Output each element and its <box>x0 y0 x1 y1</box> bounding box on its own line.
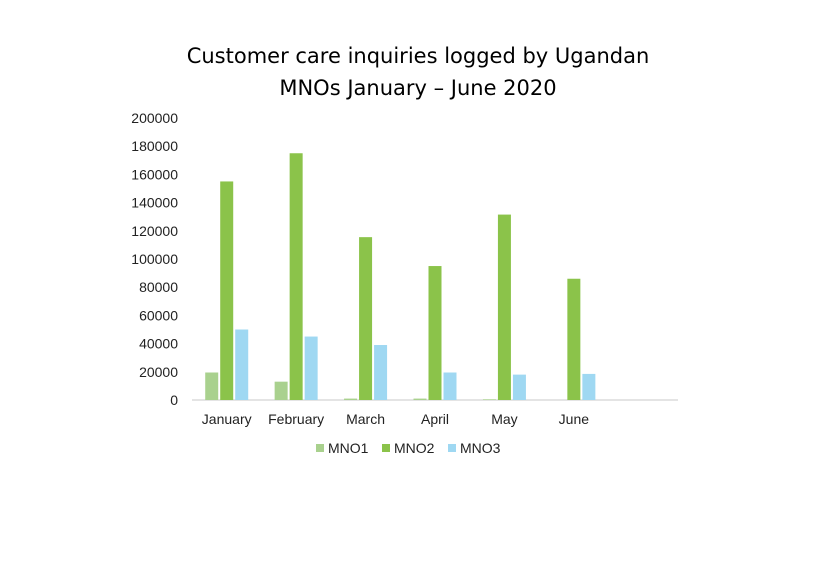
y-tick-label: 60000 <box>139 307 178 323</box>
y-tick-label: 20000 <box>139 364 178 380</box>
bar-mno1 <box>274 381 288 400</box>
legend-label-mno1: MNO1 <box>328 440 369 456</box>
bar-mno2 <box>289 153 303 400</box>
y-tick-label: 120000 <box>131 223 178 239</box>
x-tick-label: June <box>559 411 590 427</box>
bar-mno3 <box>304 336 318 400</box>
legend-swatch-mno3 <box>448 444 456 452</box>
bar-mno1 <box>413 398 427 400</box>
bar-mno2 <box>220 181 234 400</box>
y-tick-label: 200000 <box>131 110 178 126</box>
bar-mno2 <box>359 237 373 400</box>
legend-swatch-mno2 <box>382 444 390 452</box>
chart-title-line-1: Customer care inquiries logged by Uganda… <box>186 44 650 68</box>
legend-label-mno3: MNO3 <box>460 440 501 456</box>
x-tick-label: February <box>268 411 324 427</box>
bar-mno3 <box>512 374 526 400</box>
bar-mno3 <box>582 373 596 400</box>
chart-title-line-2: MNOs January – June 2020 <box>279 76 557 100</box>
legend-swatch-mno1 <box>316 444 324 452</box>
y-tick-label: 40000 <box>139 336 178 352</box>
y-tick-label: 180000 <box>131 138 178 154</box>
legend-label-mno2: MNO2 <box>394 440 435 456</box>
bar-mno1 <box>482 399 496 400</box>
bar-mno1 <box>344 398 358 400</box>
bar-mno1 <box>205 372 219 400</box>
y-tick-label: 80000 <box>139 279 178 295</box>
y-tick-label: 160000 <box>131 166 178 182</box>
bar-mno2 <box>567 278 581 400</box>
bar-mno3 <box>443 372 457 400</box>
x-tick-label: April <box>421 411 449 427</box>
bar-mno2 <box>497 214 511 400</box>
x-tick-label: May <box>491 411 517 427</box>
y-tick-label: 0 <box>170 392 178 408</box>
bar-mno3 <box>235 329 249 400</box>
x-tick-label: January <box>202 411 252 427</box>
y-tick-label: 100000 <box>131 251 178 267</box>
chart-title: Customer care inquiries logged by Uganda… <box>0 40 836 104</box>
bar-mno3 <box>374 345 388 400</box>
y-tick-label: 140000 <box>131 195 178 211</box>
bar-mno2 <box>428 266 442 400</box>
x-tick-label: March <box>346 411 385 427</box>
